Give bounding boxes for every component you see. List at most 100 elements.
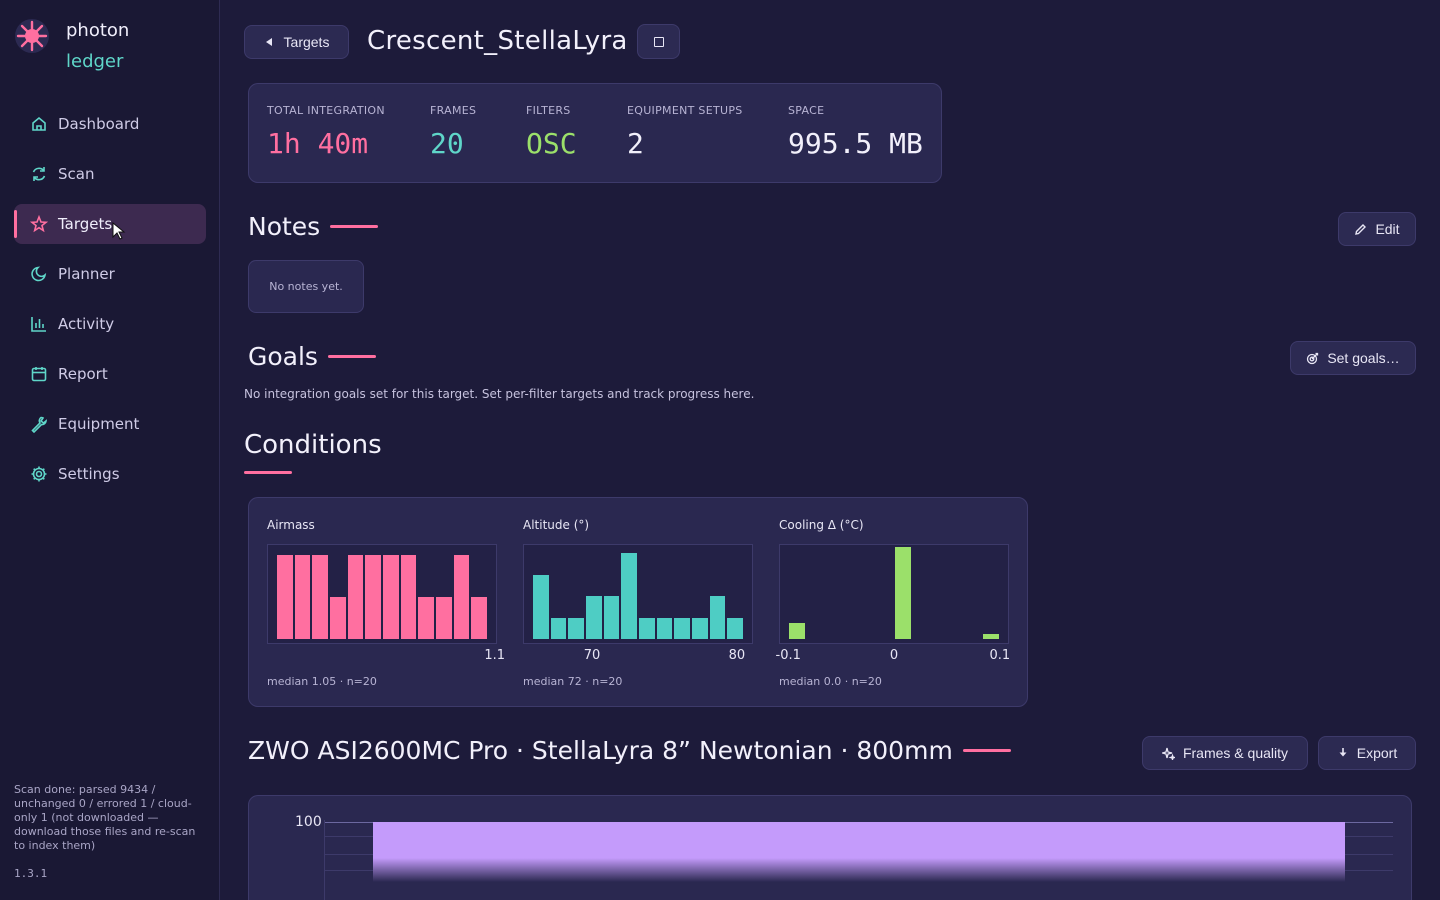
- home-icon: [30, 115, 48, 133]
- sidebar-item-activity[interactable]: Activity: [14, 304, 206, 344]
- sidebar-item-label: Planner: [58, 265, 115, 283]
- back-to-targets-button[interactable]: Targets: [244, 25, 349, 59]
- stat-value: 20: [430, 127, 464, 160]
- sidebar-item-label: Report: [58, 365, 108, 383]
- edit-notes-button[interactable]: Edit: [1338, 212, 1416, 246]
- caret-left-icon: [264, 37, 274, 47]
- moon-icon: [30, 265, 48, 283]
- notes-empty: No notes yet.: [248, 260, 364, 313]
- stat-value: 2: [627, 127, 644, 160]
- set-goals-button[interactable]: Set goals…: [1290, 341, 1416, 375]
- sidebar-item-dashboard[interactable]: Dashboard: [14, 104, 206, 144]
- title-accent-line: [244, 471, 292, 474]
- stat-label: SPACE: [788, 104, 825, 117]
- equipment-heading: ZWO ASI2600MC Pro · StellaLyra 8” Newton…: [248, 736, 1011, 765]
- frames-quality-button[interactable]: Frames & quality: [1142, 736, 1308, 770]
- histogram-bar: [692, 617, 708, 639]
- sidebar: photon ledger Dashboard Scan Targets: [0, 0, 220, 900]
- sidebar-item-label: Scan: [58, 165, 95, 183]
- histogram-bar: [365, 555, 381, 639]
- stat-label: FRAMES: [430, 104, 477, 117]
- histogram-bar: [656, 617, 673, 639]
- chart-footer: median 72 · n=20: [523, 675, 623, 688]
- chart-footer: median 0.0 · n=20: [779, 675, 882, 688]
- chart-title: Cooling Δ (°C): [779, 518, 864, 532]
- histogram-bar: [603, 595, 620, 639]
- axis-tick-label: 80: [728, 648, 746, 663]
- histogram-bar: [277, 555, 293, 639]
- pencil-icon: [1354, 223, 1367, 236]
- histogram-bar: [418, 596, 434, 639]
- goals-title: Goals: [248, 342, 318, 371]
- title-accent-line: [330, 225, 379, 228]
- sidebar-item-targets[interactable]: Targets: [14, 204, 206, 244]
- histogram-bar: [294, 555, 311, 639]
- sidebar-item-scan[interactable]: Scan: [14, 154, 206, 194]
- histogram-bar: [789, 623, 805, 639]
- chart-title: Airmass: [267, 518, 315, 532]
- histogram-bar: [727, 617, 743, 639]
- histogram-bar: [347, 555, 364, 639]
- stop-button[interactable]: [637, 24, 680, 59]
- stats-panel: TOTAL INTEGRATION 1h 40m FRAMES 20 FILTE…: [248, 83, 942, 183]
- histogram-bar: [383, 555, 399, 639]
- stat-total-integration: TOTAL INTEGRATION 1h 40m: [267, 104, 385, 160]
- sidebar-item-equipment[interactable]: Equipment: [14, 404, 206, 444]
- stat-value: 1h 40m: [267, 127, 369, 160]
- logo-line1: photon: [66, 20, 130, 41]
- notes-heading: Notes: [248, 212, 379, 241]
- sidebar-item-label: Equipment: [58, 415, 140, 433]
- sidebar-nav: Dashboard Scan Targets Planner: [14, 104, 206, 504]
- stat-label: FILTERS: [526, 104, 571, 117]
- histogram-bar: [895, 547, 911, 639]
- sidebar-item-report[interactable]: Report: [14, 354, 206, 394]
- stop-square-icon: [653, 36, 664, 47]
- refresh-icon: [30, 165, 48, 183]
- stat-space: SPACE 995.5 MB: [788, 104, 923, 160]
- axis-tick-label: 0: [889, 648, 899, 663]
- histogram-bar: [400, 555, 417, 639]
- conditions-panel: Airmass median 1.05 · n=20 1.1 Altitude …: [248, 497, 1028, 707]
- title-accent-line: [327, 355, 376, 358]
- export-button[interactable]: Export: [1318, 736, 1416, 770]
- histogram-bar: [471, 596, 487, 639]
- sparkle-icon: [1161, 747, 1175, 760]
- app-version: 1.3.1: [14, 867, 48, 880]
- back-button-label: Targets: [283, 34, 330, 50]
- equipment-title: ZWO ASI2600MC Pro · StellaLyra 8” Newton…: [248, 736, 953, 765]
- goals-empty-text: No integration goals set for this target…: [244, 387, 755, 401]
- quality-area-fill: [373, 822, 1345, 882]
- edit-label: Edit: [1375, 221, 1400, 237]
- logo-star-icon: [14, 18, 50, 54]
- sidebar-item-settings[interactable]: Settings: [14, 454, 206, 494]
- histogram-bar: [586, 595, 602, 639]
- chart-title: Altitude (°): [523, 518, 590, 532]
- axis-tick-label: 1.1: [484, 648, 506, 663]
- histogram-bar: [330, 596, 346, 639]
- histogram-bar: [709, 595, 726, 639]
- title-accent-line: [962, 749, 1011, 752]
- calendar-icon: [30, 365, 48, 383]
- chart-frame: [523, 544, 753, 644]
- chart-footer: median 1.05 · n=20: [267, 675, 377, 688]
- stat-label: TOTAL INTEGRATION: [267, 104, 385, 117]
- page-title: Crescent_StellaLyra: [367, 26, 628, 56]
- notes-title: Notes: [248, 212, 321, 241]
- wrench-icon: [30, 415, 48, 433]
- histogram-bar: [568, 617, 584, 639]
- app-logo[interactable]: photon ledger: [14, 18, 129, 74]
- sidebar-item-planner[interactable]: Planner: [14, 254, 206, 294]
- goals-heading: Goals: [248, 342, 376, 371]
- axis-tick-label: 70: [583, 648, 601, 663]
- logo-line2: ledger: [66, 51, 124, 73]
- histogram-bar: [436, 596, 452, 639]
- stat-label: EQUIPMENT SETUPS: [627, 104, 743, 117]
- sidebar-item-label: Activity: [58, 315, 115, 333]
- stat-equipment-setups: EQUIPMENT SETUPS 2: [627, 104, 743, 160]
- histogram-bar: [453, 555, 470, 639]
- conditions-title: Conditions: [244, 430, 382, 460]
- export-label: Export: [1356, 745, 1398, 761]
- sidebar-item-label: Targets: [58, 215, 113, 233]
- axis-tick-label: -0.1: [775, 648, 801, 663]
- chart-frame: [267, 544, 497, 644]
